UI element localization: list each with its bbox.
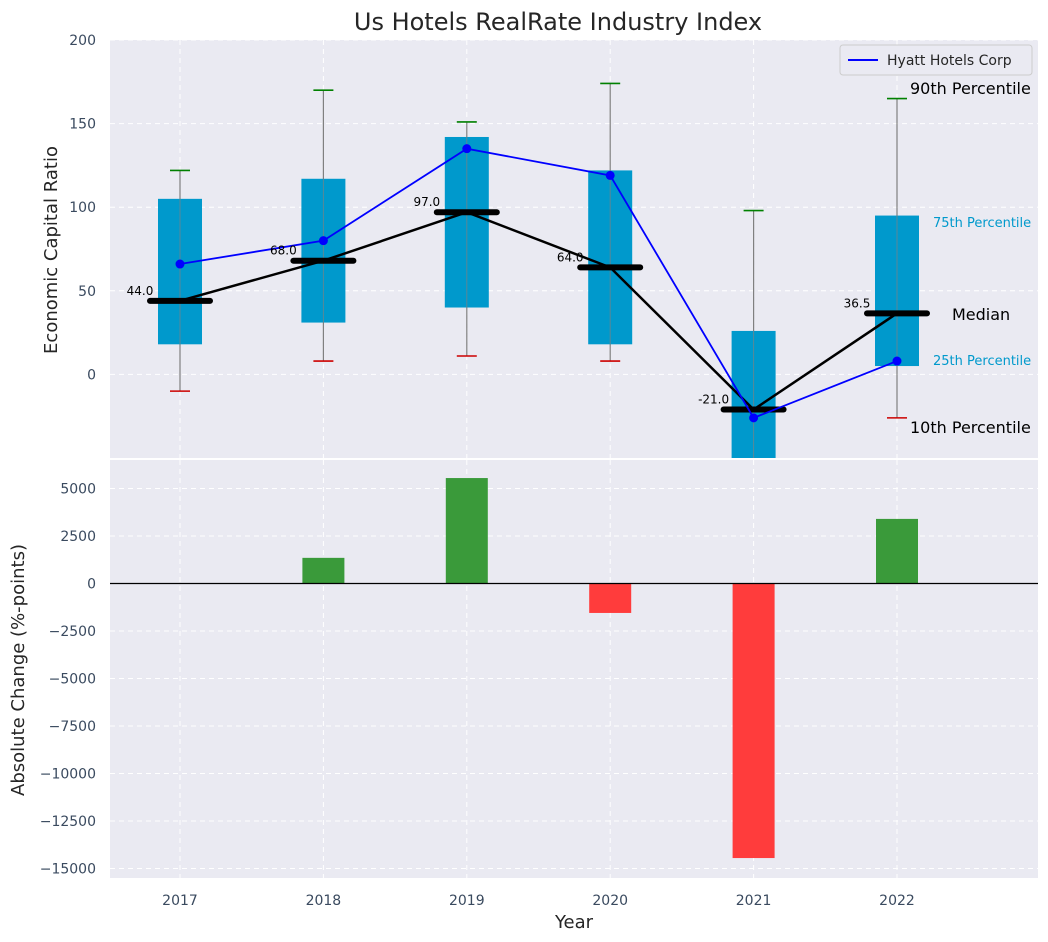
hyatt-series-point	[892, 356, 902, 366]
series-lines	[147, 144, 930, 423]
y-tick-label-top: 50	[78, 284, 96, 300]
y-tick-label-bottom: 0	[87, 577, 96, 593]
annotation-90th-percentile: 90th Percentile	[910, 79, 1031, 98]
legend-label-hyatt: Hyatt Hotels Corp	[887, 53, 1012, 69]
y-tick-label-bottom: −12500	[40, 814, 96, 830]
y-tick-label-bottom: −2500	[49, 624, 96, 640]
bottom-y-axis-label: Absolute Change (%-points)	[8, 544, 29, 796]
median-value-label: 97.0	[413, 195, 440, 209]
median-trend-line	[179, 210, 898, 412]
y-tick-label-top: 200	[69, 33, 96, 49]
change-bar	[589, 583, 632, 613]
median-value-label: 64.0	[557, 250, 584, 264]
x-tick-label: 2022	[879, 893, 915, 909]
median-value-label: -21.0	[698, 393, 729, 407]
y-tick-label-bottom: 5000	[60, 482, 96, 498]
y-tick-label-bottom: −10000	[40, 767, 96, 783]
change-bar	[302, 557, 345, 584]
y-tick-label-top: 150	[69, 117, 96, 133]
top-y-axis-label: Economic Capital Ratio	[41, 146, 62, 354]
annotation-10th-percentile: 10th Percentile	[910, 418, 1031, 437]
hyatt-series-point	[318, 236, 328, 246]
annotation-25th-percentile: 25th Percentile	[933, 354, 1031, 369]
hyatt-series-point	[175, 259, 185, 269]
change-bar	[732, 583, 775, 859]
y-tick-label-top: 100	[69, 200, 96, 216]
hyatt-series-point	[462, 144, 472, 154]
y-tick-label-top: 0	[87, 367, 96, 383]
chart-title: Us Hotels RealRate Industry Index	[354, 8, 762, 36]
grid-lines	[110, 39, 1038, 878]
median-value-label: 44.0	[127, 284, 154, 298]
change-bar	[876, 518, 918, 584]
y-tick-label-bottom: −5000	[49, 672, 96, 688]
y-tick-label-bottom: −7500	[49, 719, 96, 735]
x-tick-label: 2019	[449, 893, 485, 909]
y-tick-label-bottom: −15000	[40, 862, 96, 878]
median-value-label: 36.5	[844, 296, 871, 310]
median-value-label: 68.0	[270, 244, 297, 258]
tick-labels: 0 50 100 150 200 5000 2500 0 −2500 −5000 −7500 −100…	[40, 33, 915, 909]
x-tick-label: 2021	[736, 893, 772, 909]
change-bars	[110, 478, 1038, 859]
annotation-median: Median	[952, 305, 1010, 324]
legend-box	[839, 44, 1033, 76]
y-tick-label-bottom: 2500	[60, 529, 96, 545]
hyatt-series-point	[605, 170, 615, 180]
x-tick-label: 2018	[306, 893, 342, 909]
change-bar	[445, 478, 488, 584]
x-tick-label: 2017	[162, 893, 198, 909]
annotation-75th-percentile: 75th Percentile	[933, 216, 1031, 231]
hyatt-series-point	[749, 413, 759, 423]
x-axis-label: Year	[554, 912, 594, 933]
hyatt-series-line	[179, 147, 898, 419]
legend: Hyatt Hotels Corp	[839, 44, 1033, 76]
x-tick-label: 2020	[592, 893, 628, 909]
